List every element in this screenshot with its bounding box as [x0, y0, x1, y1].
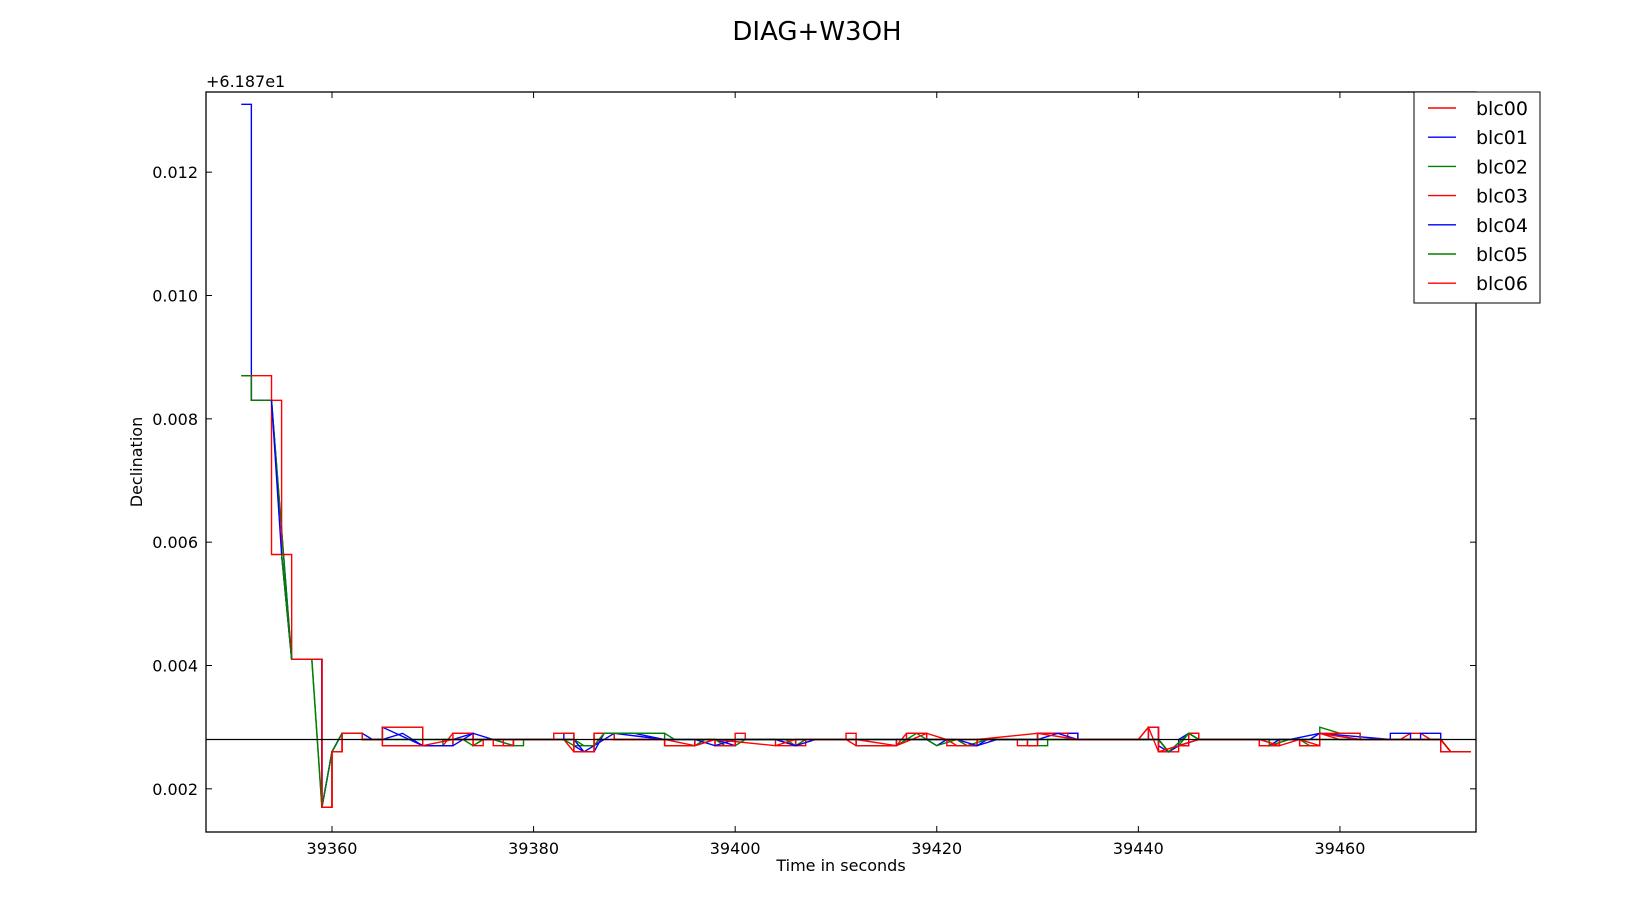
legend-label: blc03 — [1476, 186, 1528, 208]
y-tick-label: 0.006 — [152, 533, 198, 552]
legend-label: blc00 — [1476, 98, 1528, 120]
legend-entry-blc05: blc05 — [1428, 244, 1528, 266]
legend-entry-blc04: blc04 — [1428, 215, 1528, 237]
legend-entry-blc00: blc00 — [1428, 98, 1528, 120]
legend-box — [1413, 91, 1541, 304]
y-axis-label: Declination — [127, 417, 146, 507]
x-tick-label: 39460 — [1314, 839, 1365, 858]
y-tick-label: 0.010 — [152, 287, 198, 306]
x-tick-label: 39400 — [710, 839, 761, 858]
legend-label: blc06 — [1476, 273, 1528, 295]
y-axis-offset-text: +6.187e1 — [206, 72, 285, 91]
x-tick-label: 39440 — [1113, 839, 1164, 858]
y-tick-label: 0.008 — [152, 410, 198, 429]
y-tick-label: 0.012 — [152, 163, 198, 182]
legend-label: blc01 — [1476, 127, 1528, 149]
legend-label: blc05 — [1476, 244, 1528, 266]
legend-label: blc02 — [1476, 156, 1528, 178]
legend: blc00 blc01 blc02 blc03 blc04 blc05 blc06 — [1413, 91, 1541, 304]
legend-label: blc04 — [1476, 215, 1528, 237]
x-tick-label: 39360 — [307, 839, 358, 858]
y-tick-label: 0.002 — [152, 780, 198, 799]
legend-entry-blc02: blc02 — [1428, 156, 1528, 178]
series-line-blc06 — [291, 658, 1471, 809]
x-tick-label: 39380 — [508, 839, 559, 858]
series-line-blc04 — [270, 400, 1471, 808]
y-axis-ticks: 0.002 0.004 0.006 0.008 0.010 0.012 — [152, 163, 1476, 799]
legend-entry-blc06: blc06 — [1428, 273, 1528, 295]
x-axis-label: Time in seconds — [775, 856, 905, 875]
x-axis-ticks: 39360 39380 39400 39420 39440 39460 — [307, 92, 1365, 858]
y-tick-label: 0.004 — [152, 657, 198, 676]
legend-entry-blc01: blc01 — [1428, 127, 1528, 149]
chart-title: DIAG+W3OH — [732, 17, 901, 47]
x-tick-label: 39420 — [911, 839, 962, 858]
legend-entry-blc03: blc03 — [1428, 186, 1528, 208]
plot-frame — [205, 91, 1477, 833]
